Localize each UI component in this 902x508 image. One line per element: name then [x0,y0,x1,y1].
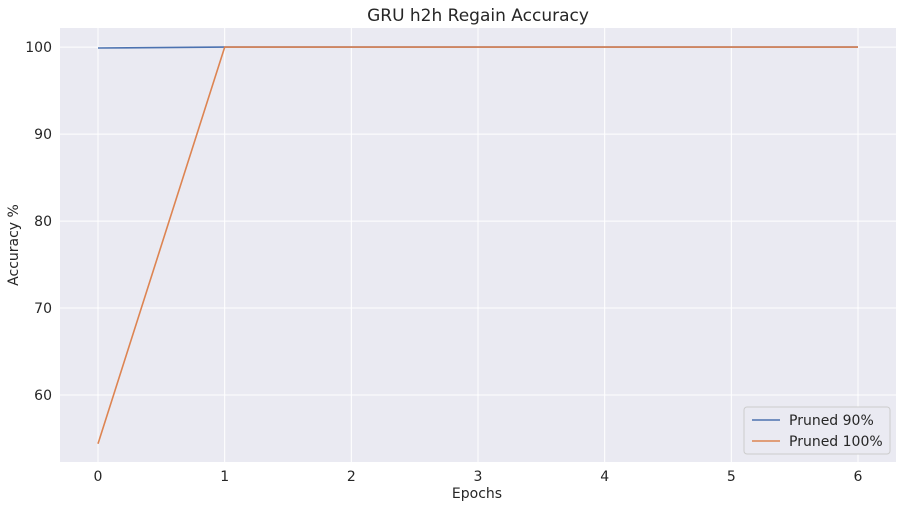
chart-title: GRU h2h Regain Accuracy [367,6,589,26]
x-tick-label: 6 [854,469,863,485]
grid [60,28,896,462]
x-tick-label: 2 [347,469,356,485]
ticks: 0 1 2 3 4 5 6 60 70 80 90 100 [25,40,862,485]
y-axis-label: Accuracy % [6,204,22,286]
legend: Pruned 90% Pruned 100% [743,406,891,455]
x-tick-label: 0 [94,469,103,485]
y-tick-label: 70 [34,301,52,317]
x-axis-label: Epochs [452,486,502,502]
y-tick-label: 80 [34,214,52,230]
x-tick-label: 5 [727,469,736,485]
x-tick-label: 3 [474,469,483,485]
x-tick-label: 1 [220,469,229,485]
series-line-1 [97,46,858,444]
y-tick-label: 60 [34,388,52,404]
x-tick-label: 4 [600,469,609,485]
y-tick-label: 100 [25,40,52,56]
y-tick-label: 90 [34,127,52,143]
series-layer [97,46,858,444]
legend-label-pruned-90: Pruned 90% [789,413,874,429]
legend-box [743,406,891,455]
legend-label-pruned-100: Pruned 100% [789,434,883,450]
